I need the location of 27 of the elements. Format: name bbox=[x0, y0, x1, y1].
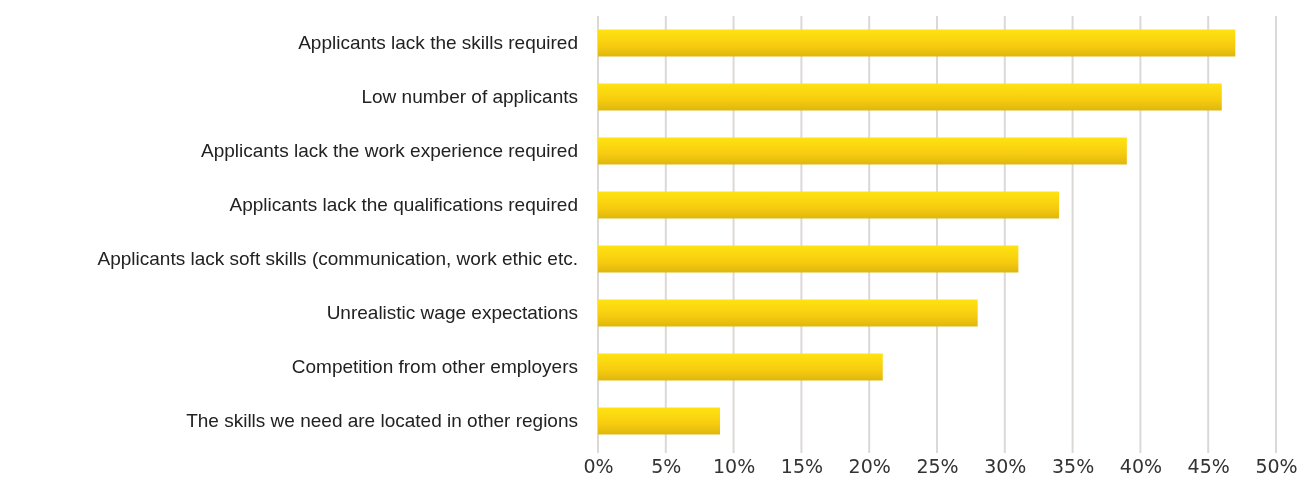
x-tick-label: 25% bbox=[916, 455, 959, 478]
x-tick-label: 0% bbox=[583, 455, 614, 478]
y-tick-label: Competition from other employers bbox=[291, 356, 578, 378]
bar bbox=[598, 137, 1127, 165]
bar bbox=[598, 83, 1222, 111]
x-tick-label: 20% bbox=[848, 455, 891, 478]
x-tick-label: 30% bbox=[984, 455, 1027, 478]
y-tick-label: Applicants lack soft skills (communication, work ethic etc. bbox=[97, 248, 578, 270]
x-tick-label: 35% bbox=[1051, 455, 1095, 478]
x-tick-label: 45% bbox=[1187, 455, 1230, 478]
y-tick-label: Applicants lack the qualifications required bbox=[229, 194, 578, 216]
y-tick-label: The skills we need are located in other regions bbox=[186, 410, 578, 432]
y-tick-label: Unrealistic wage expectations bbox=[326, 302, 578, 324]
x-tick-label: 10% bbox=[712, 455, 756, 478]
x-tick-label: 5% bbox=[651, 455, 682, 478]
y-tick-label: Low number of applicants bbox=[361, 86, 578, 108]
x-tick-label: 40% bbox=[1119, 455, 1163, 478]
bar bbox=[598, 245, 1019, 273]
bar bbox=[598, 353, 883, 381]
bar bbox=[598, 191, 1060, 219]
y-tick-label: Applicants lack the skills required bbox=[298, 32, 578, 54]
bar bbox=[598, 29, 1236, 57]
x-tick-label: 50% bbox=[1255, 455, 1298, 478]
bar bbox=[598, 407, 721, 435]
bar bbox=[598, 299, 978, 327]
x-tick-label: 15% bbox=[780, 455, 824, 478]
y-tick-label: Applicants lack the work experience required bbox=[200, 140, 578, 162]
